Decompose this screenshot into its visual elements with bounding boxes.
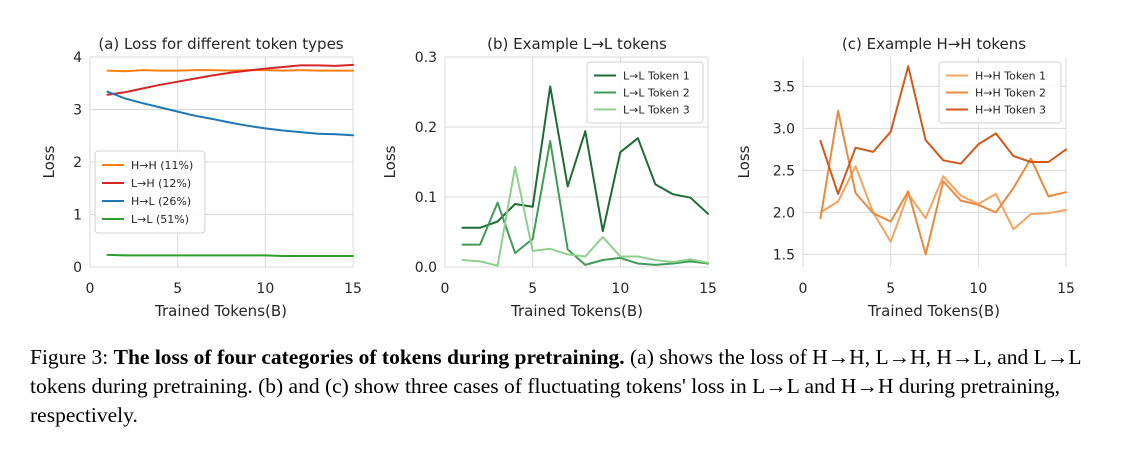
panel-c-y-axis-label: Loss: [735, 145, 753, 178]
panel-b-y-tick-label: 0.3: [415, 50, 437, 66]
panel-a-x-axis-label: Trained Tokens(B): [154, 302, 287, 320]
panel-c-y-tick-label: 1.5: [773, 247, 795, 263]
panel-a-legend-label: H→H (11%): [131, 159, 193, 172]
panel-c-y-tick-label: 3.5: [773, 79, 795, 95]
panel-c-ticks: 0 5 10 15 1.5 2.0 2.5 3.0 3.5: [773, 79, 1075, 297]
panel-c-legend: H→H Token 1 H→H Token 2 H→H Token 3: [938, 61, 1062, 124]
panel-b-series-line-1: [461, 85, 709, 233]
panel-c-title: (c) Example H→H tokens: [842, 35, 1026, 53]
panel-b-title: (b) Example L→L tokens: [487, 35, 667, 53]
panel-a-legend-label: L→H (12%): [131, 177, 191, 190]
panel-b-x-axis-label: Trained Tokens(B): [510, 302, 643, 320]
panel-a-y-tick-label: 3: [73, 103, 82, 119]
panel-b-series: [461, 85, 709, 267]
panel-c-series: [819, 65, 1067, 256]
panel-c-x-tick-label: 5: [886, 281, 895, 297]
caption-bold-title: The loss of four categories of tokens du…: [113, 345, 625, 369]
panel-a-x-tick-label: 15: [344, 281, 362, 297]
panel-b-y-tick-label: 0.2: [415, 120, 437, 136]
panel-b-y-tick-label: 0.1: [415, 190, 437, 206]
panel-c-x-tick-label: 10: [969, 281, 987, 297]
figure-caption: Figure 3: The loss of four categories of…: [30, 343, 1120, 430]
panel-a-x-tick-label: 10: [256, 281, 274, 297]
panel-a-series-line-1: [106, 69, 354, 73]
panel-b: 0 5 10 15 0.0 0.1 0.2 0.3 (b) Example L→L token…: [381, 35, 717, 320]
panel-a-legend-label: H→L (26%): [131, 195, 191, 208]
panel-a-y-tick-label: 1: [73, 208, 82, 224]
panel-c-series-line-3: [819, 65, 1067, 195]
panel-a-legend-label: L→L (51%): [131, 213, 189, 226]
panel-c-legend-label: H→H Token 3: [975, 104, 1046, 117]
panel-c-legend-label: H→H Token 1: [975, 70, 1046, 83]
panel-b-series-line-2: [461, 140, 709, 266]
panel-c-legend-label: H→H Token 2: [975, 87, 1046, 100]
panel-a-series-line-4: [106, 253, 354, 257]
caption-body: (a) shows the loss of H→H, L→H, H→L, and…: [30, 345, 1081, 427]
panel-b-y-tick-label: 0.0: [415, 260, 437, 276]
panel-c-y-tick-label: 2.0: [773, 205, 795, 221]
panel-c-legend-box: [938, 61, 1062, 124]
panel-a-title: (a) Loss for different token types: [98, 35, 343, 53]
panel-b-series-line-3: [461, 165, 709, 267]
panel-b-y-axis-label: Loss: [381, 145, 399, 178]
panel-a-x-tick-label: 0: [86, 281, 95, 297]
caption-label: Figure 3:: [30, 345, 109, 369]
panel-b-legend-label: L→L Token 1: [623, 70, 690, 83]
panel-a-series-line-2: [106, 63, 354, 96]
figure-canvas: 0 5 10 15 0 1 2 3 4 (a) Loss for different token…: [40, 35, 1075, 320]
panel-c-y-tick-label: 2.5: [773, 163, 795, 179]
panel-a: 0 5 10 15 0 1 2 3 4 (a) Loss for different token…: [40, 35, 362, 320]
panel-a-ticks: 0 5 10 15 0 1 2 3 4: [73, 50, 362, 297]
panel-a-series: [106, 63, 354, 257]
panel-b-x-tick-label: 0: [441, 281, 450, 297]
panel-a-y-tick-label: 2: [73, 155, 82, 171]
panel-c-x-tick-label: 15: [1057, 281, 1075, 297]
panel-b-legend: L→L Token 1 L→L Token 2 L→L Token 3: [586, 61, 704, 124]
panel-b-x-tick-label: 15: [699, 281, 717, 297]
panel-b-x-tick-label: 10: [611, 281, 629, 297]
panel-b-ticks: 0 5 10 15 0.0 0.1 0.2 0.3: [415, 50, 717, 297]
panel-c: 0 5 10 15 1.5 2.0 2.5 3.0 3.5 (c) Example H→H to…: [735, 35, 1075, 320]
panel-a-series-line-3: [106, 90, 354, 137]
panel-a-x-tick-label: 5: [173, 281, 182, 297]
panel-a-legend: H→H (11%) L→H (12%) H→L (26%) L→L (51%): [94, 150, 206, 234]
panel-b-legend-label: L→L Token 2: [623, 87, 690, 100]
panel-b-legend-box: [586, 61, 704, 124]
panel-c-x-axis-label: Trained Tokens(B): [867, 302, 1000, 320]
panel-b-grid: [444, 56, 709, 268]
panel-a-y-axis-label: Loss: [40, 145, 58, 178]
panel-c-series-line-2: [819, 109, 1067, 256]
panel-c-y-tick-label: 3.0: [773, 121, 795, 137]
panel-a-y-tick-label: 4: [73, 50, 82, 66]
panel-b-legend-label: L→L Token 3: [623, 104, 690, 117]
panel-a-legend-box: [94, 150, 206, 234]
panel-c-x-tick-label: 0: [799, 281, 808, 297]
panel-a-y-tick-label: 0: [73, 260, 82, 276]
panel-c-series-line-1: [819, 165, 1067, 243]
panel-b-x-tick-label: 5: [528, 281, 537, 297]
